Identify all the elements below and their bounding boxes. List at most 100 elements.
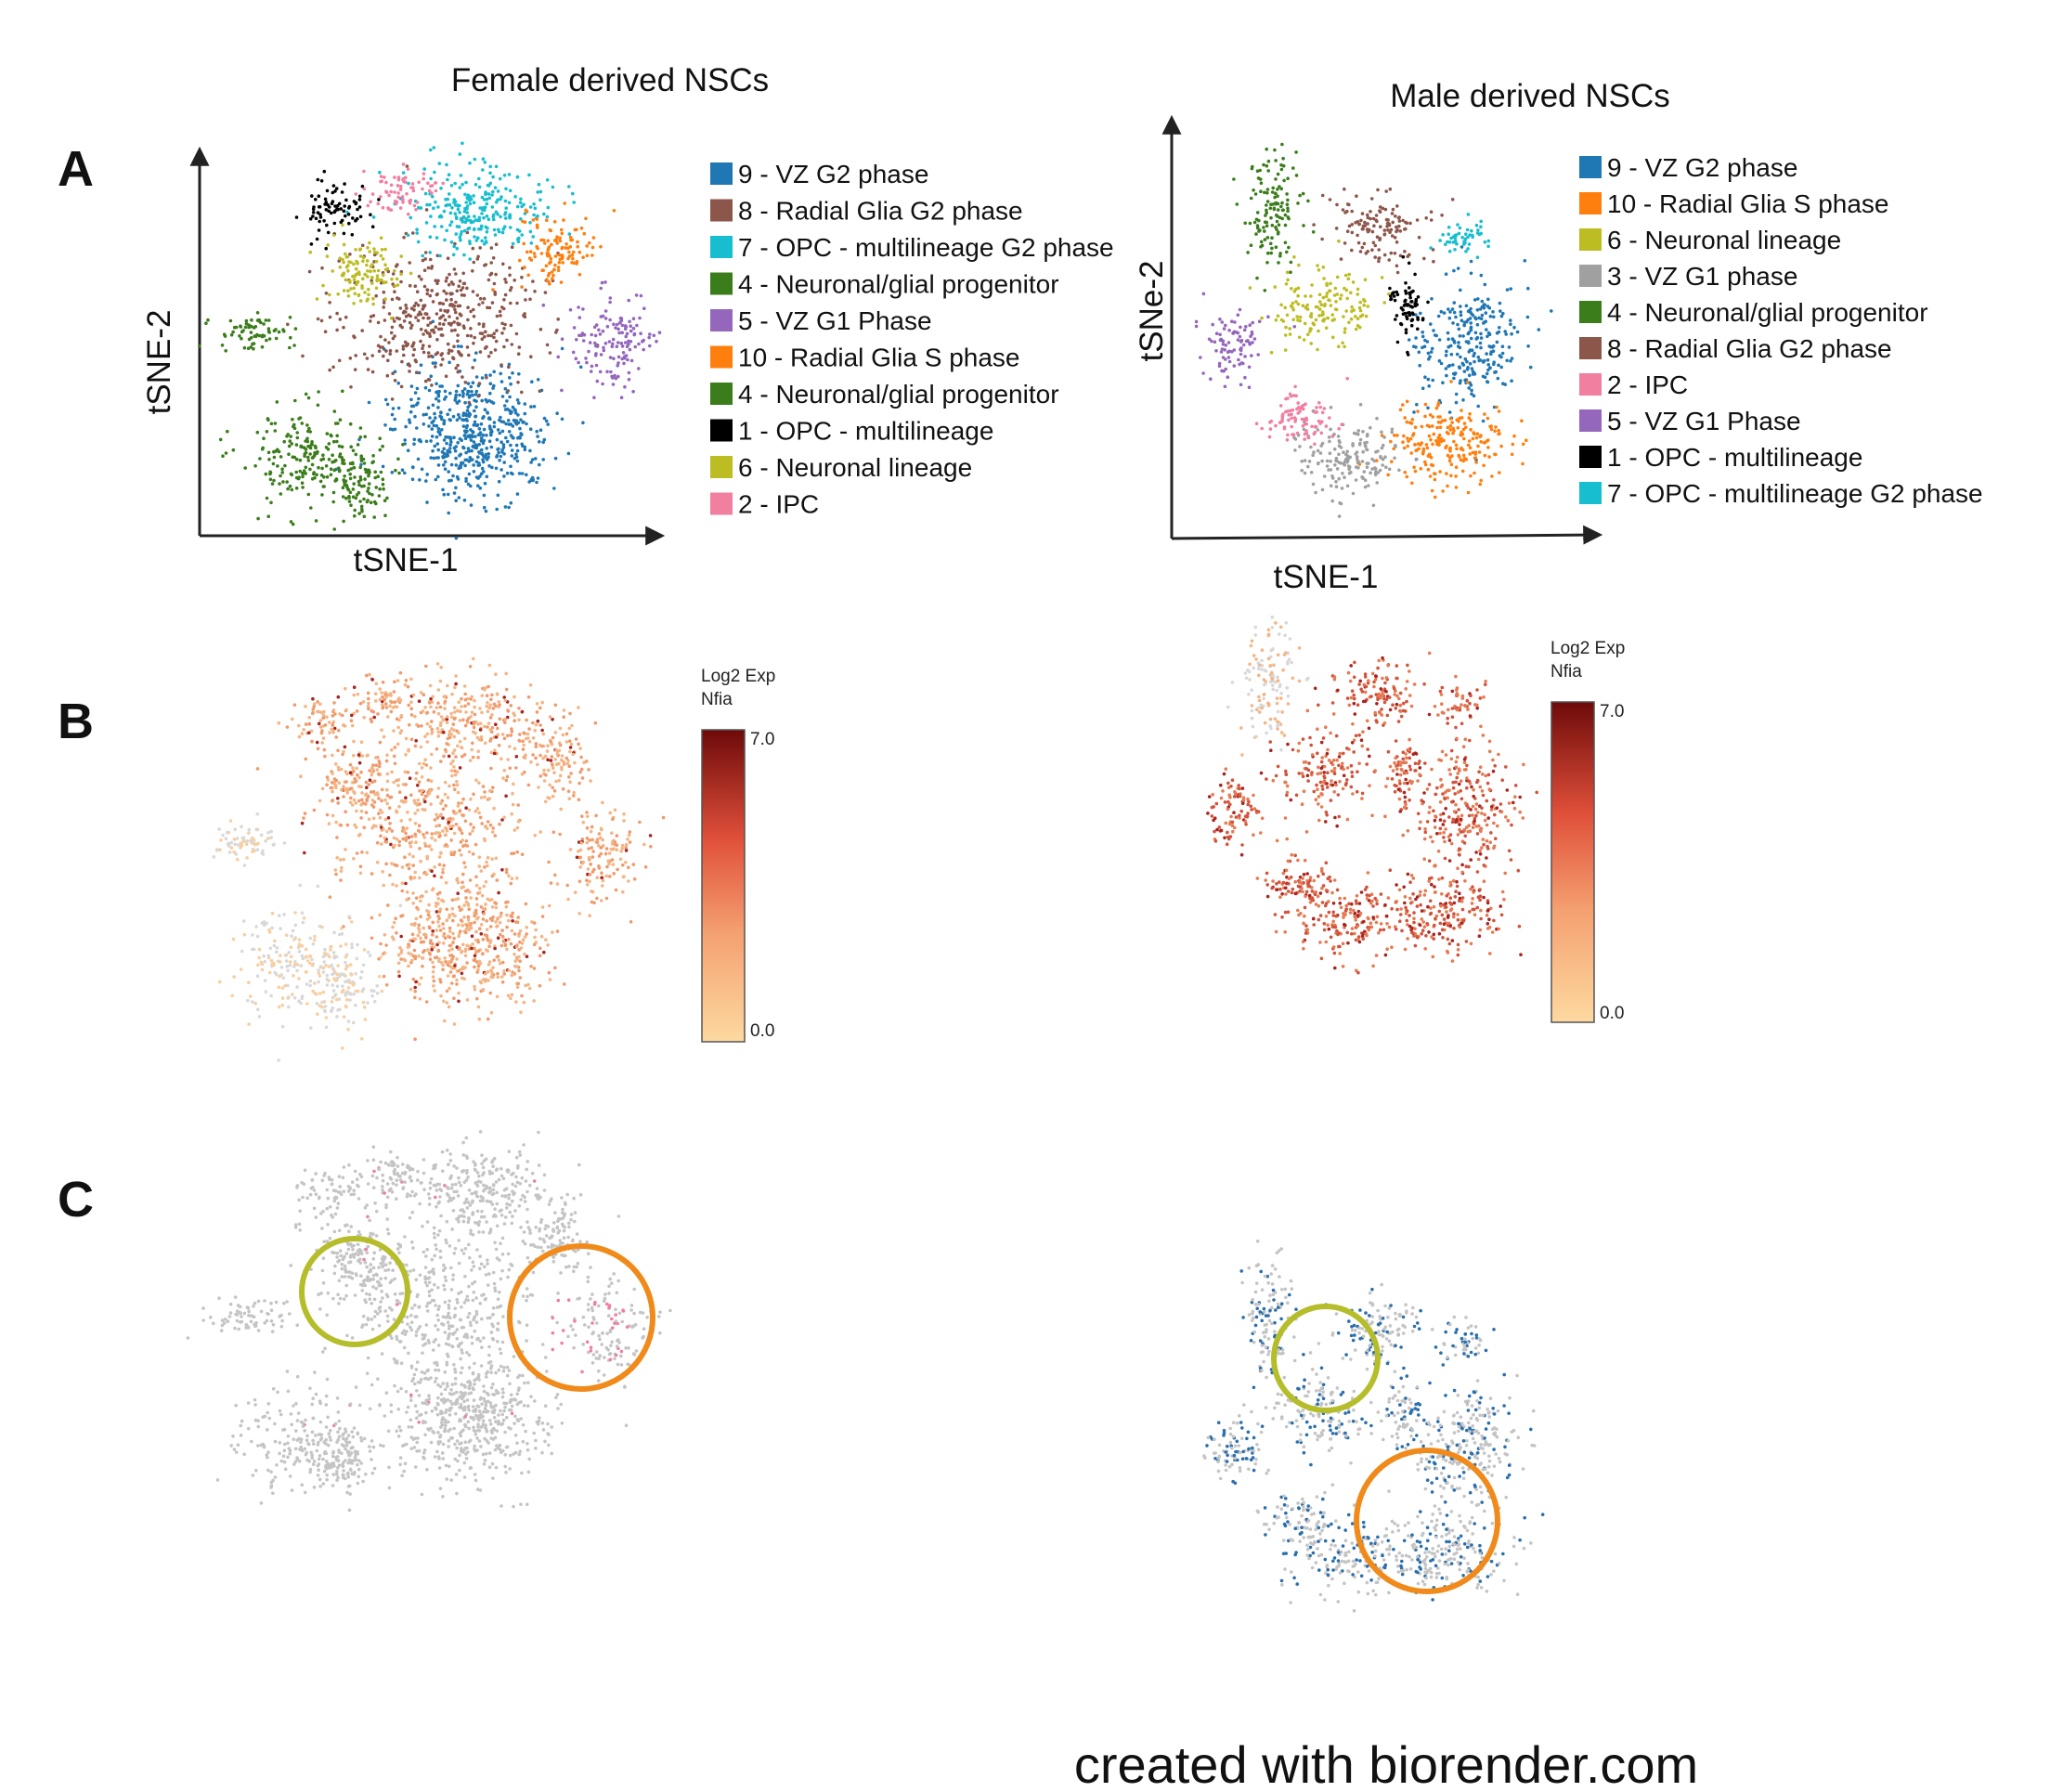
- cluster-point: [1428, 474, 1433, 478]
- cluster-point: [1356, 461, 1360, 465]
- cluster-point: [1525, 438, 1528, 443]
- cluster-point: [464, 413, 469, 418]
- cluster-point: [1479, 336, 1484, 340]
- cluster-point: [1306, 199, 1310, 203]
- cluster-point: [452, 491, 457, 495]
- legend-label: 5 - VZ G1 Phase: [1607, 407, 1801, 435]
- expression-point: [418, 930, 422, 934]
- cluster-point: [434, 361, 437, 365]
- expression-point: [321, 990, 326, 994]
- cluster-point: [1509, 318, 1512, 322]
- expression-point: [553, 966, 557, 970]
- cluster-point: [1497, 428, 1500, 433]
- cluster-point: [1323, 302, 1327, 306]
- cluster-point: [1462, 240, 1466, 244]
- expression-point: [400, 865, 405, 869]
- cluster-point: [1437, 358, 1442, 363]
- cluster-point: [1486, 357, 1490, 362]
- cluster-point: [463, 458, 468, 462]
- cluster-point: [507, 365, 511, 370]
- cluster-point: [300, 445, 305, 449]
- cluster-point: [411, 186, 415, 189]
- cluster-point: [1318, 451, 1323, 455]
- cluster-point: [1479, 478, 1483, 483]
- cluster-point: [1454, 315, 1458, 319]
- cluster-point: [443, 389, 448, 394]
- expression-point: [489, 737, 493, 741]
- cluster-point: [1366, 305, 1370, 308]
- cluster-point: [358, 299, 363, 303]
- cluster-point: [1329, 281, 1332, 286]
- cluster-point: [348, 476, 353, 481]
- cluster-point: [342, 289, 346, 292]
- cluster-point: [489, 261, 493, 265]
- cluster-point: [1460, 361, 1465, 366]
- legend-swatch: [710, 236, 733, 258]
- cluster-point: [344, 252, 347, 256]
- cluster-point: [550, 242, 553, 247]
- cluster-point: [359, 504, 364, 509]
- cluster-point: [452, 244, 457, 249]
- cluster-point: [500, 440, 503, 445]
- cluster-point: [1210, 339, 1213, 344]
- cluster-point: [1394, 445, 1397, 448]
- expression-point: [441, 922, 445, 926]
- expression-point: [471, 829, 474, 833]
- cluster-point: [412, 304, 417, 308]
- cluster-point: [429, 148, 433, 152]
- cluster-point: [477, 303, 481, 306]
- expression-point: [463, 966, 467, 969]
- cluster-point: [467, 400, 472, 405]
- expression-point: [505, 913, 509, 917]
- cluster-point: [425, 202, 429, 207]
- expression-point: [471, 755, 475, 760]
- expression-point: [520, 993, 524, 998]
- cluster-point: [1487, 455, 1491, 459]
- expression-point: [436, 948, 441, 953]
- cluster-point: [1406, 444, 1409, 448]
- cluster-point: [449, 349, 454, 353]
- cluster-point: [1371, 503, 1376, 508]
- expression-point: [456, 880, 461, 885]
- expression-point: [270, 962, 275, 966]
- cluster-point: [294, 443, 299, 447]
- cluster-point: [471, 430, 474, 434]
- cluster-point: [415, 290, 420, 294]
- cluster-point: [424, 221, 429, 225]
- cluster-point: [1224, 367, 1227, 371]
- cluster-point: [411, 231, 415, 235]
- cluster-point: [1421, 331, 1424, 334]
- cluster-point: [1432, 329, 1435, 332]
- cluster-point: [1294, 300, 1298, 304]
- cluster-point: [1259, 181, 1264, 185]
- cluster-point: [1451, 371, 1456, 376]
- cluster-point: [1500, 351, 1505, 356]
- cluster-point: [560, 346, 564, 351]
- cluster-point: [338, 418, 343, 422]
- cluster-point: [441, 487, 445, 492]
- cluster-point: [488, 181, 493, 186]
- cluster-point: [1414, 345, 1418, 349]
- expression-point: [472, 958, 476, 962]
- expression-point: [236, 843, 240, 847]
- cluster-point: [1351, 280, 1356, 284]
- cluster-point: [1505, 358, 1509, 363]
- cluster-point: [516, 421, 521, 425]
- expression-point: [425, 854, 430, 859]
- expression-point: [493, 748, 497, 752]
- cluster-point: [382, 487, 385, 491]
- cluster-point: [400, 195, 405, 199]
- cluster-point: [1498, 432, 1501, 435]
- cluster-point: [1457, 420, 1460, 423]
- expression-point: [427, 792, 432, 796]
- cluster-point: [341, 495, 345, 499]
- cluster-point: [324, 464, 329, 468]
- cluster-point: [1374, 450, 1378, 454]
- cluster-point: [535, 480, 538, 485]
- cluster-point: [449, 220, 454, 224]
- cluster-point: [369, 319, 372, 323]
- cluster-point: [1460, 469, 1465, 474]
- cluster-point: [325, 188, 330, 193]
- cluster-point: [446, 342, 450, 346]
- expression-point: [267, 970, 272, 975]
